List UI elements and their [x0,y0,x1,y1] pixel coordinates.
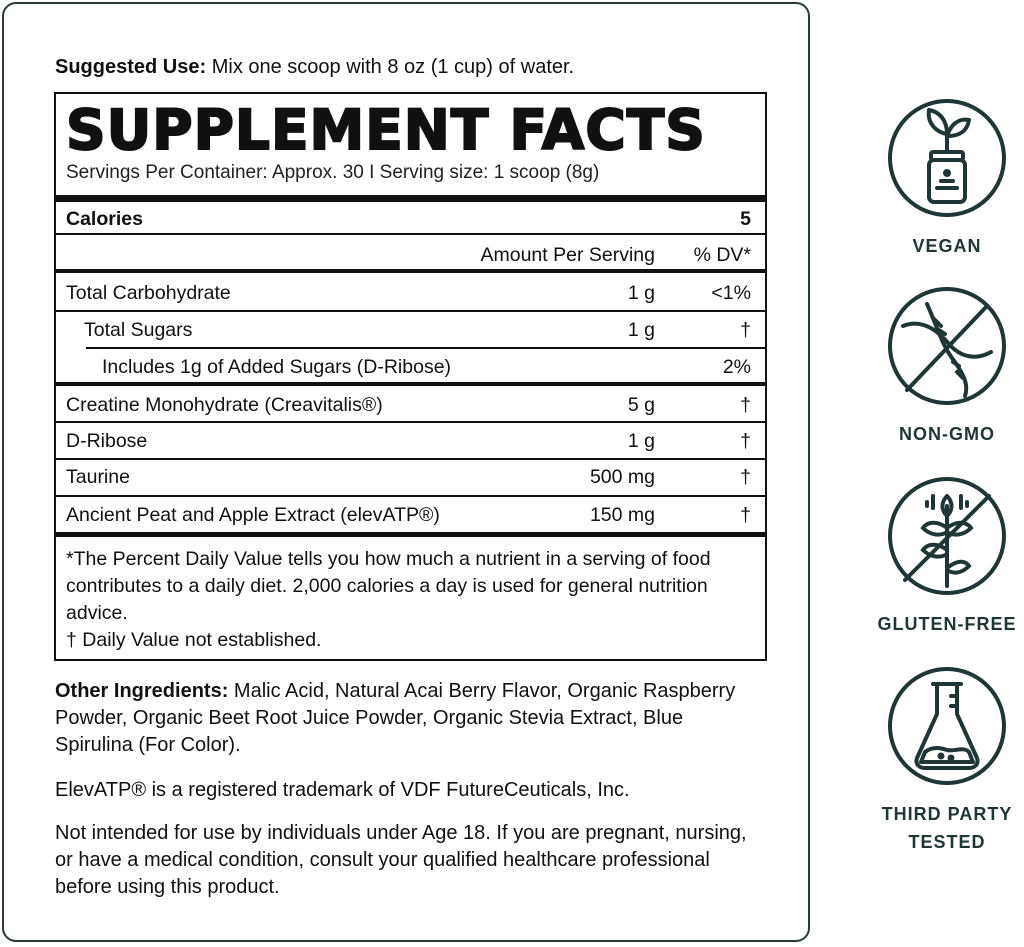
table-row: Includes 1g of Added Sugars (D-Ribose) 2% [102,356,751,378]
trademark-notice: ElevATP® is a registered trademark of VD… [55,779,630,801]
suggested-use: Suggested Use: Mix one scoop with 8 oz (… [55,56,575,78]
badge-label: VEGAN [912,236,982,256]
badge-non-gmo: NON-GMO [872,286,1022,448]
plant-jar-icon [888,99,1006,217]
table-row: Total Carbohydrate 1 g <1% [66,282,751,304]
divider [56,310,765,312]
amount-header-row: Amount Per Serving % DV* [480,244,751,266]
divider [56,532,765,537]
divider [56,495,765,497]
divider [56,195,765,202]
badge-label: GLUTEN-FREE [877,614,1017,634]
other-ingredients: Other Ingredients: Malic Acid, Natural A… [55,680,736,756]
table-row: Taurine 500 mg † [66,466,751,488]
table-row: Total Sugars 1 g † [84,319,751,341]
calories-row: Calories 5 [66,208,751,230]
table-row: D-Ribose 1 g † [66,430,751,452]
supplement-facts-panel: SUPPLEMENT FACTS Servings Per Container:… [54,92,767,661]
warning-text: Not intended for use by individuals unde… [55,822,747,898]
servings-info: Servings Per Container: Approx. 30 I Ser… [66,162,600,183]
badge-label: THIRD PARTY TESTED [881,804,1013,852]
divider [56,382,765,386]
table-row: Ancient Peat and Apple Extract (elevATP®… [66,504,751,526]
divider [56,458,765,460]
badge-label: NON-GMO [899,424,995,444]
divider [56,269,765,273]
badge-gluten-free: GLUTEN-FREE [872,476,1022,638]
facts-title: SUPPLEMENT FACTS [65,97,706,163]
divider [56,421,765,423]
divider [86,347,765,349]
crossed-wheat-icon [888,477,1006,595]
footnotes: *The Percent Daily Value tells you how m… [66,548,711,651]
table-row: Creatine Monohydrate (Creavitalis®) 5 g † [66,394,751,416]
label-card [2,2,810,942]
badge-vegan: VEGAN [872,98,1022,260]
badge-third-party-tested: THIRD PARTY TESTED [872,666,1022,856]
divider [56,233,765,235]
flask-icon [888,667,1006,785]
crossed-dna-icon [888,287,1006,405]
